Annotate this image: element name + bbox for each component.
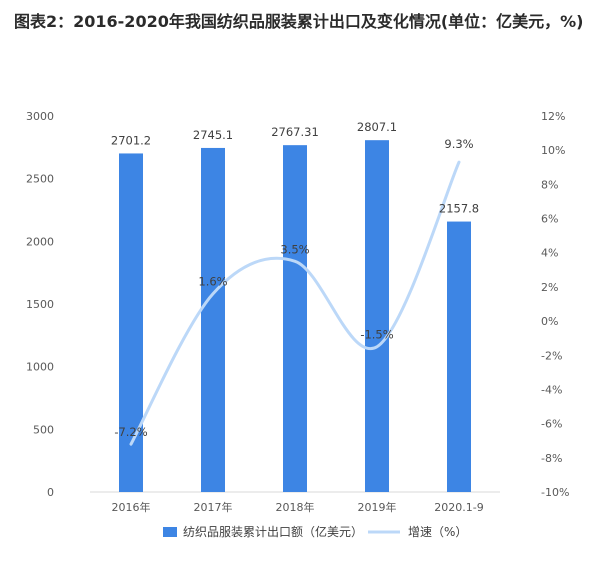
legend-bar-label: 纺织品服装累计出口额（亿美元） <box>183 524 363 539</box>
x-tick-label: 2018年 <box>276 500 315 514</box>
bar <box>365 140 389 492</box>
growth-line <box>129 160 461 446</box>
bar-value-label: 2767.31 <box>271 125 319 139</box>
left-axis-ticks: 0 500 1000 1500 2000 2500 3000 <box>26 110 54 499</box>
right-tick-label: -10% <box>541 486 569 499</box>
right-tick-label: -8% <box>541 452 562 465</box>
bar-value-label: 2745.1 <box>193 128 233 142</box>
left-tick-label: 0 <box>47 486 54 499</box>
legend-line-label: 增速（%） <box>408 525 467 539</box>
legend-bar-swatch <box>163 527 177 537</box>
bar <box>119 153 143 493</box>
left-tick-label: 3000 <box>26 110 54 123</box>
left-tick-label: 1000 <box>26 361 54 374</box>
legend: 纺织品服装累计出口额（亿美元） 增速（%） <box>163 524 467 539</box>
line-value-label: 9.3% <box>444 137 473 151</box>
left-tick-label: 2500 <box>26 173 54 186</box>
right-tick-label: 10% <box>541 144 565 157</box>
bar <box>283 145 307 492</box>
left-tick-label: 1500 <box>26 298 54 311</box>
bar <box>201 147 225 493</box>
x-tick-label: 2020.1-9 <box>434 501 483 514</box>
left-tick-label: 500 <box>33 423 54 436</box>
right-tick-label: 8% <box>541 178 558 191</box>
chart-title: 图表2：2016-2020年我国纺织品服装累计出口及变化情况(单位：亿美元，%) <box>14 12 584 31</box>
bar-series <box>119 140 471 493</box>
growth-line-series <box>129 160 461 446</box>
right-tick-label: 0% <box>541 315 558 328</box>
x-tick-label: 2017年 <box>194 500 233 514</box>
right-tick-label: -2% <box>541 349 562 362</box>
x-tick-label: 2019年 <box>358 500 397 514</box>
line-value-label: 1.6% <box>198 275 227 289</box>
bar-value-label: 2701.2 <box>111 133 151 147</box>
right-tick-label: -4% <box>541 383 562 396</box>
right-tick-label: 2% <box>541 281 558 294</box>
left-tick-label: 2000 <box>26 235 54 248</box>
bar-value-label: 2807.1 <box>357 120 397 134</box>
line-value-label: -1.5% <box>360 328 393 342</box>
right-tick-label: 12% <box>541 110 565 123</box>
right-tick-label: 4% <box>541 247 558 260</box>
x-tick-label: 2016年 <box>112 500 151 514</box>
right-tick-label: 6% <box>541 213 558 226</box>
right-tick-label: -6% <box>541 418 562 431</box>
right-axis-ticks: -10% -8% -6% -4% -2% 0% 2% 4% 6% 8% 10% 12% <box>541 110 569 499</box>
bar-data-labels: 2701.2 2745.1 2767.31 2807.1 2157.8 <box>111 120 479 215</box>
line-value-label: 3.5% <box>280 242 309 256</box>
line-data-labels: -7.2% 1.6% 3.5% -1.5% 9.3% <box>114 137 473 439</box>
line-value-label: -7.2% <box>114 425 147 439</box>
x-axis-ticks: 2016年 2017年 2018年 2019年 2020.1-9 <box>112 500 484 514</box>
bar <box>447 221 471 493</box>
bar-value-label: 2157.8 <box>439 202 479 216</box>
